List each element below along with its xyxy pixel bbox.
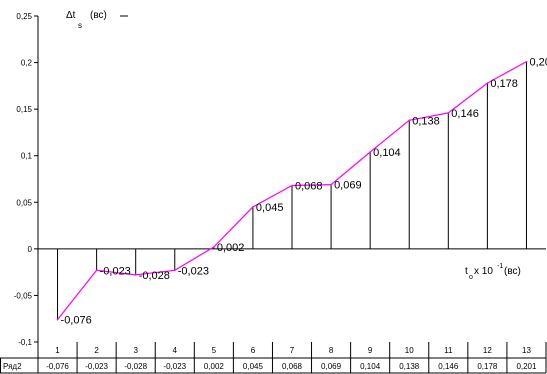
table-cell: 0,138 [399, 362, 420, 371]
data-point [252, 206, 254, 208]
y-axis-title-unit: (вс) [90, 10, 107, 21]
y-tick-label: 0,05 [16, 198, 32, 207]
table-series-name: Ряд2 [3, 362, 22, 371]
x-tick-label: 12 [483, 346, 492, 355]
y-axis-title-main: Δt [66, 10, 76, 21]
data-label: -0,076 [61, 315, 92, 327]
y-tick-label: 0,1 [21, 152, 33, 161]
x-tick-label: 1 [55, 346, 60, 355]
x-tick-label: 7 [290, 346, 295, 355]
data-label: 0,146 [451, 108, 479, 120]
table-cell: 0,104 [360, 362, 381, 371]
table-cell: 0,146 [438, 362, 459, 371]
drop-lines [57, 61, 527, 320]
data-point [486, 82, 489, 84]
table-cell: -0,023 [85, 362, 108, 371]
data-label: 0,069 [334, 180, 362, 192]
data-label: 0,20 [529, 57, 547, 69]
data-point [173, 269, 176, 272]
data-label: 0,045 [256, 202, 284, 214]
data-label: -0,023 [100, 265, 131, 277]
table-cell: 0,002 [204, 362, 225, 371]
x-tick-label: 6 [251, 346, 256, 355]
data-label: -0,028 [139, 270, 170, 282]
table-cell: 0,178 [477, 362, 498, 371]
x-tick-label: 3 [133, 346, 138, 355]
table-cell: -0,023 [163, 362, 186, 371]
y-tick-label: 0,15 [16, 105, 32, 114]
x-axis-title-unit: (вс) [504, 266, 521, 277]
x-tick-label: 9 [368, 346, 373, 355]
x-tick-label: 4 [173, 346, 178, 355]
x-axis-title-main: t [465, 266, 468, 277]
y-tick-label: 0,2 [21, 59, 33, 68]
data-point [213, 246, 215, 248]
data-point [330, 183, 332, 186]
y-tick-label: -0,1 [18, 338, 32, 347]
data-point [447, 112, 450, 114]
x-axis-title-sup: -1 [497, 263, 503, 270]
x-tick-label: 11 [444, 346, 453, 355]
series-line [56, 60, 528, 321]
data-label: -0,023 [178, 265, 209, 277]
data-label: 0,068 [295, 181, 323, 193]
y-tick-label: 0,25 [16, 12, 32, 21]
table-cell: -0,028 [124, 362, 147, 371]
y-axis: 0,25 0,2 0,15 0,1 0,05 0 -0,05 -0,1 [14, 12, 546, 347]
x-tick-label: 10 [405, 346, 414, 355]
table-cell: -0,076 [46, 362, 69, 371]
data-label: 0,178 [490, 78, 518, 90]
x-tick-label: 8 [329, 346, 334, 355]
y-tick-label: 0 [28, 245, 33, 254]
data-point [291, 184, 293, 187]
x-tick-label: 13 [522, 346, 531, 355]
data-point [369, 151, 371, 153]
data-point [56, 318, 59, 321]
table-cell: 0,069 [321, 362, 342, 371]
x-tick-label: 5 [212, 346, 217, 355]
y-axis-title-sub: s [78, 21, 82, 30]
y-tick-label: -0,05 [14, 291, 33, 300]
x-axis-title: t o x 10 -1 (вс) [465, 263, 521, 281]
data-label: 0,104 [373, 147, 401, 159]
data-point [134, 274, 137, 276]
data-label: 0,002 [217, 242, 245, 254]
table-cell: 0,045 [243, 362, 264, 371]
data-label: 0,138 [412, 115, 440, 127]
x-axis-title-mid: x 10 [474, 266, 493, 277]
data-labels: -0,076 -0,023 -0,028 -0,023 0,002 0,045 0,068 0… [61, 57, 547, 327]
x-tick-label: 2 [94, 346, 99, 355]
data-point [95, 269, 98, 272]
table-cell: 0,201 [516, 362, 537, 371]
y-axis-title: Δt s (вс) [66, 10, 107, 30]
table-cell: 0,068 [282, 362, 303, 371]
data-point [408, 119, 411, 122]
data-point [525, 60, 528, 63]
x-axis-title-sub: o [469, 274, 473, 281]
